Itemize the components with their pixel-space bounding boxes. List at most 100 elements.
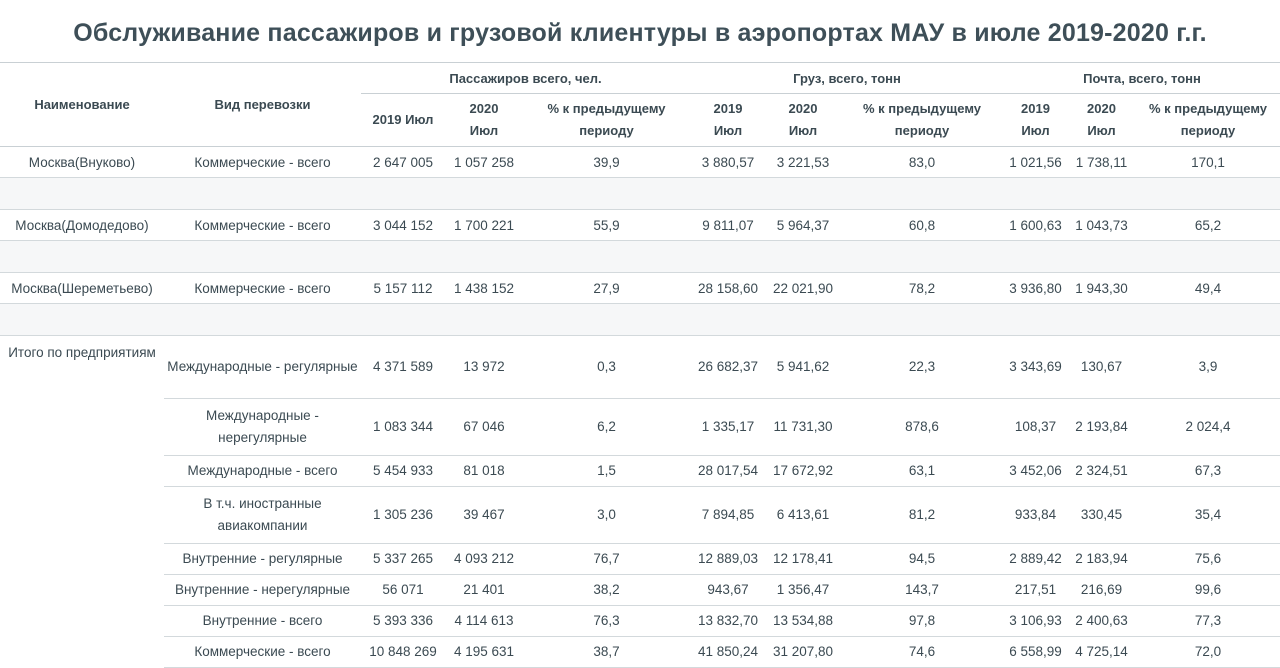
cell-mail-2020: 130,67 [1067,335,1137,399]
cell-mail-2020: 4 725,14 [1067,636,1137,668]
cell-pass-2019: 5 454 933 [361,455,445,487]
cell-mail-pct: 3,9 [1136,335,1280,399]
cell-cargo-pct: 60,8 [840,209,1005,241]
cell-mail-2019: 3 452,06 [1004,455,1068,487]
header-group-cargo: Груз, всего, тонн [793,70,901,86]
cell-pass-pct: 0,3 [523,335,691,399]
table-row: Внутренние - всего 5 393 336 4 114 613 7… [0,605,1280,637]
page-title: Обслуживание пассажиров и грузовой клиен… [73,19,1207,47]
cell-pass-2020: 1 700 221 [445,209,523,241]
header-group-mail: Почта, всего, тонн [1083,70,1201,86]
cell-mail-pct: 75,6 [1136,543,1280,575]
table-row: Внутренние - регулярные 5 337 265 4 093 … [0,543,1280,575]
cell-name: Москва(Домодедово) [0,209,164,241]
cell-cargo-pct: 143,7 [840,574,1005,606]
spacer-row [0,177,1280,210]
header-mail-2020: 2020 Июл [1087,101,1116,138]
cell-cargo-2019: 28 158,60 [690,272,767,304]
header-pass-2020: 2020 Июл [469,101,499,138]
cell-pass-2019: 4 371 589 [361,335,445,399]
header-pass-pct: % к предыдущему периоду [547,101,666,138]
cell-cargo-2020: 6 413,61 [766,486,841,544]
cell-mail-pct: 2 024,4 [1136,398,1280,456]
spacer-row [0,240,1280,273]
header-pass-2019: 2019 Июл [372,112,434,127]
cell-type: Международные - регулярные [164,335,361,399]
cell-mail-2019: 1 021,56 [1004,146,1068,178]
cell-name: Москва(Внуково) [0,146,164,178]
cell-pass-2020: 39 467 [445,486,523,544]
cell-cargo-pct: 94,5 [840,543,1005,575]
cell-mail-2020: 2 183,94 [1067,543,1137,575]
cell-cargo-pct: 878,6 [840,398,1005,456]
cell-mail-2019: 3 343,69 [1004,335,1068,399]
table-row: Международные - нерегулярные 1 083 344 6… [0,398,1280,456]
cell-type: Коммерческие - всего [164,146,361,178]
cell-pass-2019: 1 305 236 [361,486,445,544]
cell-mail-2019: 108,37 [1004,398,1068,456]
airport-stats-table: Наименование Вид перевозки Пассажиров вс… [0,62,1280,668]
cell-mail-2020: 2 324,51 [1067,455,1137,487]
cell-name: Москва(Шереметьево) [0,272,164,304]
cell-cargo-2019: 7 894,85 [690,486,767,544]
cell-pass-2020: 67 046 [445,398,523,456]
cell-cargo-2020: 5 964,37 [766,209,841,241]
cell-cargo-pct: 97,8 [840,605,1005,637]
cell-pass-pct: 39,9 [523,146,691,178]
cell-cargo-2019: 1 335,17 [690,398,767,456]
cell-mail-2020: 330,45 [1067,486,1137,544]
cell-cargo-2020: 17 672,92 [766,455,841,487]
cell-cargo-pct: 81,2 [840,486,1005,544]
cell-pass-2020: 4 114 613 [445,605,523,637]
cell-type: Внутренние - всего [164,605,361,637]
cell-type: Коммерческие - всего [164,636,361,668]
cell-pass-pct: 1,5 [523,455,691,487]
cell-cargo-pct: 78,2 [840,272,1005,304]
cell-type: Международные - всего [164,455,361,487]
cell-mail-pct: 170,1 [1136,146,1280,178]
cell-cargo-pct: 74,6 [840,636,1005,668]
cell-pass-2019: 1 083 344 [361,398,445,456]
table-row: В т.ч. иностранные авиакомпании 1 305 23… [0,486,1280,544]
cell-total-name: Итого по предприятиям [8,345,156,360]
cell-mail-2020: 2 193,84 [1067,398,1137,456]
cell-cargo-2020: 13 534,88 [766,605,841,637]
cell-pass-2019: 2 647 005 [361,146,445,178]
cell-cargo-2020: 1 356,47 [766,574,841,606]
table-row: Внутренние - нерегулярные 56 071 21 401 … [0,574,1280,606]
cell-pass-2019: 5 337 265 [361,543,445,575]
table-row: Коммерческие - всего 10 848 269 4 195 63… [0,636,1280,668]
cell-mail-2019: 2 889,42 [1004,543,1068,575]
cell-pass-pct: 38,7 [523,636,691,668]
spacer-row [0,303,1280,336]
cell-pass-2019: 5 393 336 [361,605,445,637]
header-group-passengers: Пассажиров всего, чел. [449,70,602,86]
cell-cargo-2020: 12 178,41 [766,543,841,575]
table-row: Итого по предприятиям Международные - ре… [0,335,1280,399]
cell-type: Коммерческие - всего [164,272,361,304]
cell-mail-2020: 2 400,63 [1067,605,1137,637]
header-name: Наименование [34,97,130,112]
cell-mail-2020: 1 043,73 [1067,209,1137,241]
table-row: Москва(Домодедово) Коммерческие - всего … [0,209,1280,241]
cell-mail-2019: 3 106,93 [1004,605,1068,637]
table-row: Международные - всего 5 454 933 81 018 1… [0,455,1280,487]
header-type: Вид перевозки [214,97,311,112]
cell-pass-2020: 21 401 [445,574,523,606]
cell-cargo-2020: 3 221,53 [766,146,841,178]
cell-mail-pct: 65,2 [1136,209,1280,241]
cell-cargo-2019: 13 832,70 [690,605,767,637]
cell-mail-2019: 217,51 [1004,574,1068,606]
cell-pass-2019: 56 071 [361,574,445,606]
cell-type: В т.ч. иностранные авиакомпании [164,486,361,544]
cell-cargo-2019: 3 880,57 [690,146,767,178]
cell-pass-2019: 3 044 152 [361,209,445,241]
cell-type: Международные - нерегулярные [164,398,361,456]
header-mail-pct: % к предыдущему периоду [1149,101,1268,138]
cell-cargo-2020: 31 207,80 [766,636,841,668]
cell-pass-2020: 4 195 631 [445,636,523,668]
cell-pass-pct: 76,3 [523,605,691,637]
cell-mail-2020: 1 943,30 [1067,272,1137,304]
cell-pass-pct: 6,2 [523,398,691,456]
cell-cargo-pct: 63,1 [840,455,1005,487]
